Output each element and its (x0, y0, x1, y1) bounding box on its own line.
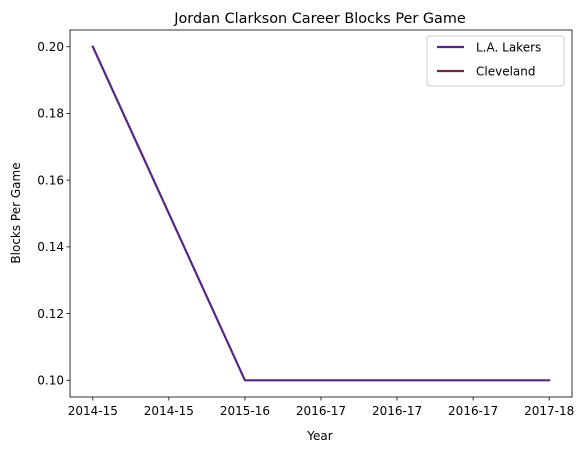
legend-label-cleveland: Cleveland (476, 65, 536, 79)
legend: L.A. Lakers Cleveland (426, 35, 565, 87)
y-tick-label: 0.18 (37, 107, 64, 121)
y-tick-label: 0.14 (37, 240, 64, 254)
y-tick-label: 0.20 (37, 40, 64, 54)
legend-label-lakers: L.A. Lakers (476, 41, 541, 55)
x-axis-label: Year (306, 429, 332, 443)
legend-box (426, 35, 565, 87)
x-tick-label: 2014-15 (144, 404, 194, 418)
y-tick-label: 0.16 (37, 173, 64, 187)
y-tick-label: 0.12 (37, 307, 64, 321)
x-tick-label: 2017-18 (524, 404, 574, 418)
y-axis-label: Blocks Per Game (9, 162, 23, 263)
plot-frame (69, 29, 573, 398)
x-tick-label: 2016-17 (372, 404, 422, 418)
x-axis-ticks: 2014-15 2014-15 2015-16 2016-17 2016-17 2016-… (68, 397, 574, 418)
y-axis-ticks: 0.10 0.12 0.14 0.16 0.18 0.20 (37, 40, 70, 388)
x-tick-label: 2015-16 (220, 404, 270, 418)
x-tick-label: 2016-17 (448, 404, 498, 418)
x-tick-label: 2014-15 (68, 404, 118, 418)
chart-title: Jordan Clarkson Career Blocks Per Game (173, 11, 466, 27)
series-layer (91, 45, 551, 382)
x-tick-label: 2016-17 (296, 404, 346, 418)
series-line-0 (91, 45, 551, 382)
y-tick-label: 0.10 (37, 374, 64, 388)
